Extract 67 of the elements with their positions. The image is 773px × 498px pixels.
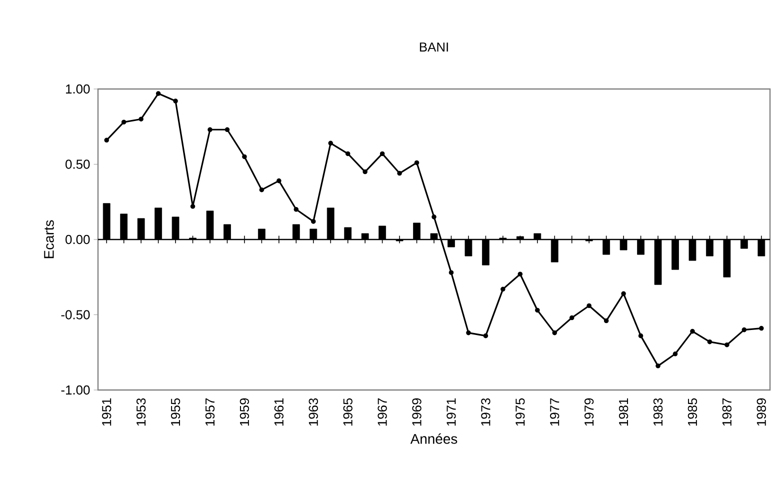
point bbox=[500, 286, 506, 292]
x-tick-label: 1973 bbox=[481, 398, 490, 426]
point bbox=[672, 351, 678, 356]
point bbox=[259, 187, 264, 192]
point bbox=[173, 98, 178, 104]
point bbox=[742, 327, 747, 332]
x-tick-label: 1967 bbox=[378, 398, 387, 426]
point bbox=[397, 170, 402, 176]
point bbox=[690, 328, 695, 334]
y-tick-label: -1.00 bbox=[61, 385, 90, 395]
point bbox=[328, 140, 334, 146]
point bbox=[362, 169, 368, 174]
point bbox=[121, 120, 126, 124]
y-tick-label: -0.50 bbox=[61, 310, 90, 320]
point bbox=[483, 333, 488, 338]
x-tick-label: 1953 bbox=[136, 398, 146, 426]
x-tick-label: 1983 bbox=[653, 398, 663, 426]
x-tick-label: 1977 bbox=[550, 398, 560, 426]
x-axis-title: Années bbox=[410, 433, 458, 444]
point bbox=[466, 330, 471, 336]
point bbox=[138, 116, 144, 122]
point bbox=[586, 303, 592, 308]
point bbox=[621, 291, 626, 296]
x-tick-label: 1955 bbox=[170, 398, 180, 426]
x-tick-label: 1985 bbox=[688, 398, 698, 426]
x-tick-label: 1981 bbox=[618, 398, 628, 426]
point bbox=[294, 207, 299, 212]
y-tick-label: 0.00 bbox=[66, 234, 90, 244]
x-tick-label: 1989 bbox=[756, 398, 766, 426]
x-tick-label: 1965 bbox=[343, 398, 352, 426]
point bbox=[242, 154, 247, 160]
x-tick-label: 1959 bbox=[240, 398, 250, 426]
x-tick-label: 1957 bbox=[205, 398, 215, 426]
point bbox=[656, 364, 660, 368]
x-tick-label: 1963 bbox=[308, 398, 318, 426]
point bbox=[310, 219, 316, 224]
point bbox=[604, 318, 609, 324]
point bbox=[380, 151, 385, 156]
point bbox=[724, 342, 730, 348]
point bbox=[448, 270, 454, 276]
point bbox=[552, 330, 558, 336]
point bbox=[759, 326, 764, 331]
x-tick-label: 1987 bbox=[722, 398, 732, 426]
point bbox=[707, 339, 712, 344]
y-tick-label: 1.00 bbox=[66, 84, 90, 94]
point bbox=[414, 160, 420, 166]
x-tick-label: 1951 bbox=[102, 398, 112, 426]
point bbox=[276, 178, 282, 184]
x-tick-label: 1961 bbox=[274, 398, 284, 426]
x-tick-label: 1971 bbox=[446, 398, 456, 426]
point bbox=[345, 151, 350, 156]
x-tick-label: 1975 bbox=[516, 398, 525, 426]
y-axis-title: Ecarts bbox=[44, 220, 54, 258]
x-tick-label: 1969 bbox=[412, 398, 422, 426]
point bbox=[569, 315, 574, 320]
chart-title: BANI bbox=[420, 42, 448, 52]
y-tick-label: 0.50 bbox=[66, 160, 90, 169]
point bbox=[432, 214, 436, 220]
point bbox=[208, 127, 212, 132]
point bbox=[224, 127, 230, 132]
point bbox=[190, 204, 196, 209]
point bbox=[638, 333, 644, 338]
point bbox=[534, 308, 540, 313]
point bbox=[156, 91, 161, 96]
point bbox=[518, 272, 523, 277]
x-tick-label: 1979 bbox=[584, 398, 594, 426]
point bbox=[104, 138, 110, 143]
